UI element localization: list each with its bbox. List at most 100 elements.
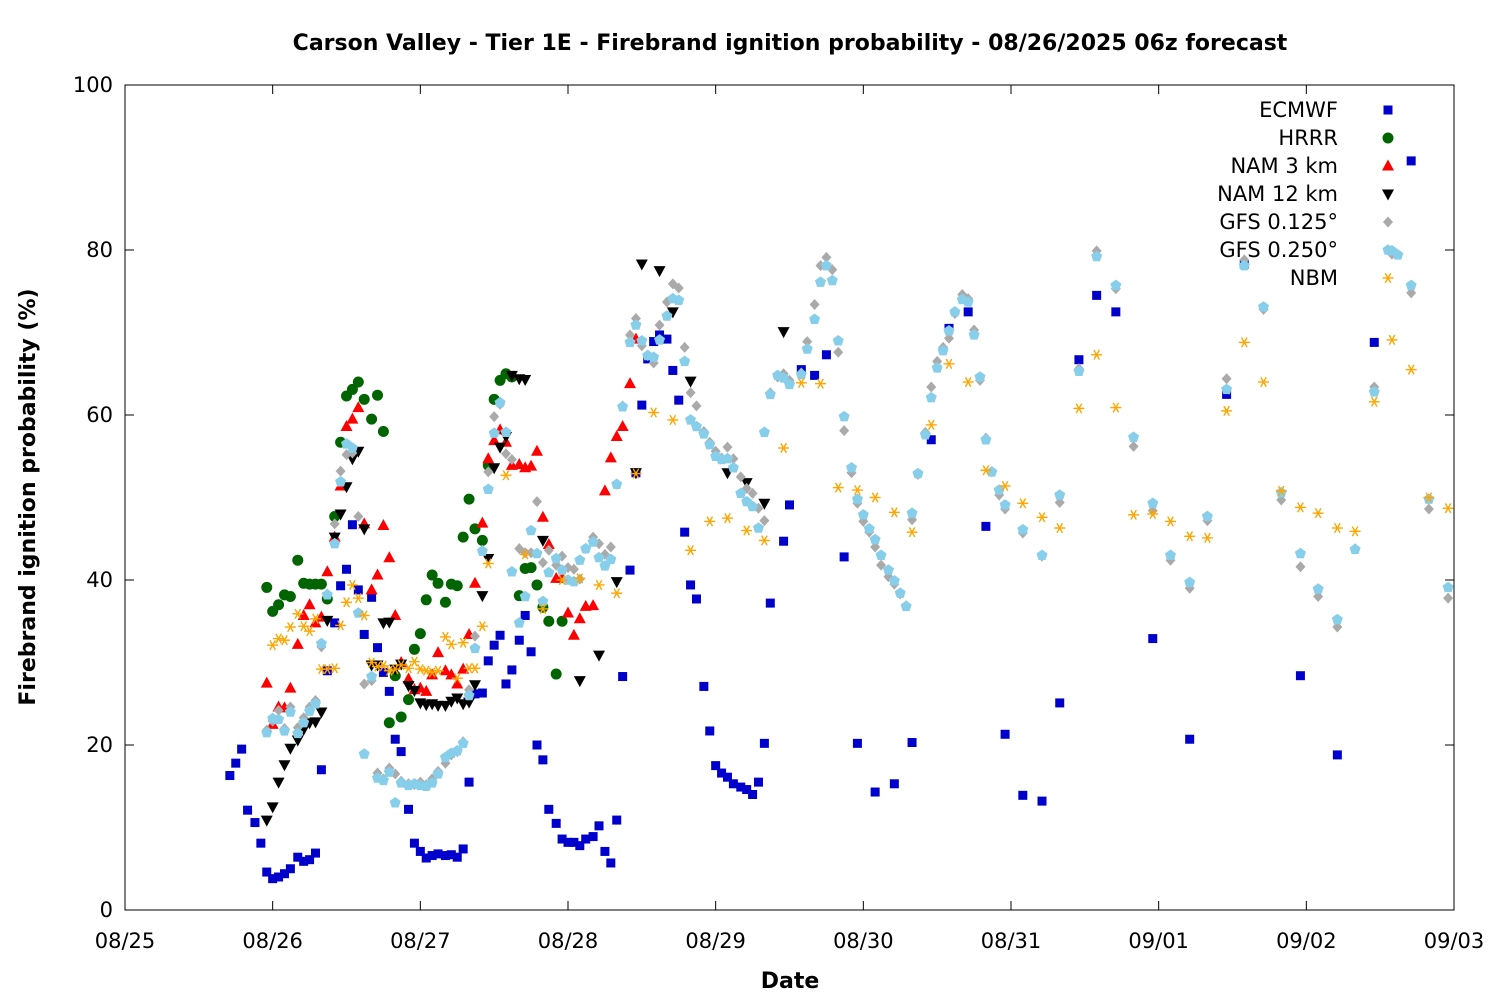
data-point — [593, 579, 605, 591]
data-point — [673, 282, 684, 294]
data-point — [432, 577, 444, 589]
data-point — [532, 740, 542, 750]
y-tick-label: 80 — [86, 238, 113, 262]
data-point — [1164, 516, 1176, 527]
data-point — [604, 451, 617, 463]
data-point — [587, 599, 600, 611]
data-point — [316, 765, 326, 775]
data-point — [482, 554, 495, 566]
data-point — [581, 834, 591, 844]
data-point — [347, 520, 357, 530]
data-point — [483, 466, 494, 478]
data-point — [500, 448, 511, 460]
data-point — [907, 738, 917, 748]
y-axis-label: Firebrand ignition probability (%) — [16, 288, 41, 705]
data-point — [543, 544, 554, 556]
data-point — [346, 412, 359, 424]
data-point — [342, 564, 351, 574]
series-6 — [267, 334, 1454, 684]
data-point — [404, 804, 414, 814]
data-point — [309, 613, 321, 624]
data-point — [556, 564, 568, 575]
data-point — [863, 523, 875, 534]
data-point — [575, 841, 585, 851]
data-point — [826, 274, 838, 286]
data-point — [573, 676, 586, 688]
data-point — [266, 802, 279, 814]
data-point — [278, 635, 290, 646]
data-point — [1312, 508, 1324, 519]
data-point — [705, 726, 715, 736]
data-point — [963, 307, 973, 317]
data-point — [451, 673, 463, 684]
data-point — [231, 758, 241, 768]
x-tick-label: 09/02 — [1276, 929, 1337, 953]
series-4 — [261, 245, 1454, 791]
data-point — [758, 535, 770, 546]
data-point — [980, 433, 992, 445]
data-point — [1073, 365, 1085, 376]
data-point — [668, 365, 678, 375]
data-point — [1036, 549, 1048, 560]
data-point — [598, 484, 611, 496]
data-point — [556, 615, 568, 627]
data-point — [273, 704, 284, 716]
data-point — [832, 482, 844, 493]
data-point — [721, 513, 733, 524]
data-point — [617, 400, 629, 412]
data-point — [802, 336, 813, 348]
data-point — [624, 377, 637, 389]
data-point — [1349, 526, 1361, 537]
data-point — [680, 527, 690, 537]
data-point — [937, 344, 949, 356]
data-point — [870, 787, 880, 797]
data-point — [482, 483, 494, 494]
legend-marker — [1382, 189, 1394, 201]
data-point — [1295, 671, 1305, 681]
y-tick-label: 40 — [86, 568, 113, 592]
data-point — [268, 874, 278, 884]
data-point — [999, 499, 1011, 510]
legend-label: GFS 0.125° — [1219, 210, 1338, 234]
data-point — [690, 420, 702, 432]
data-point — [334, 509, 347, 521]
data-point — [464, 777, 474, 787]
data-point — [649, 337, 659, 347]
data-point — [384, 686, 394, 696]
data-point — [373, 643, 383, 653]
data-point — [346, 383, 358, 395]
data-point — [974, 371, 986, 382]
data-point — [962, 376, 974, 388]
legend-label: NAM 3 km — [1230, 154, 1338, 178]
x-tick-label: 08/28 — [538, 929, 599, 953]
data-point — [630, 319, 642, 330]
data-point — [900, 600, 912, 612]
data-point — [537, 595, 549, 607]
data-point — [421, 853, 431, 863]
data-point — [352, 376, 364, 388]
data-point — [728, 779, 738, 789]
data-point — [305, 855, 315, 865]
data-point — [1073, 403, 1085, 414]
data-point — [735, 487, 747, 499]
data-point — [1258, 376, 1270, 388]
data-point — [875, 549, 887, 560]
data-point — [284, 591, 296, 602]
data-point — [661, 310, 673, 321]
data-point — [519, 549, 531, 560]
data-point — [1294, 502, 1306, 513]
data-point — [888, 575, 900, 586]
legend-label: NBM — [1290, 266, 1338, 290]
data-point — [525, 459, 538, 471]
data-point — [759, 515, 770, 527]
data-point — [310, 848, 320, 858]
data-point — [742, 785, 752, 795]
data-point — [1295, 561, 1306, 573]
data-point — [494, 396, 506, 408]
data-point — [618, 672, 628, 682]
data-point — [321, 663, 333, 675]
data-point — [1386, 334, 1398, 346]
data-point — [685, 387, 696, 399]
data-point — [403, 694, 415, 706]
data-point — [346, 579, 358, 591]
